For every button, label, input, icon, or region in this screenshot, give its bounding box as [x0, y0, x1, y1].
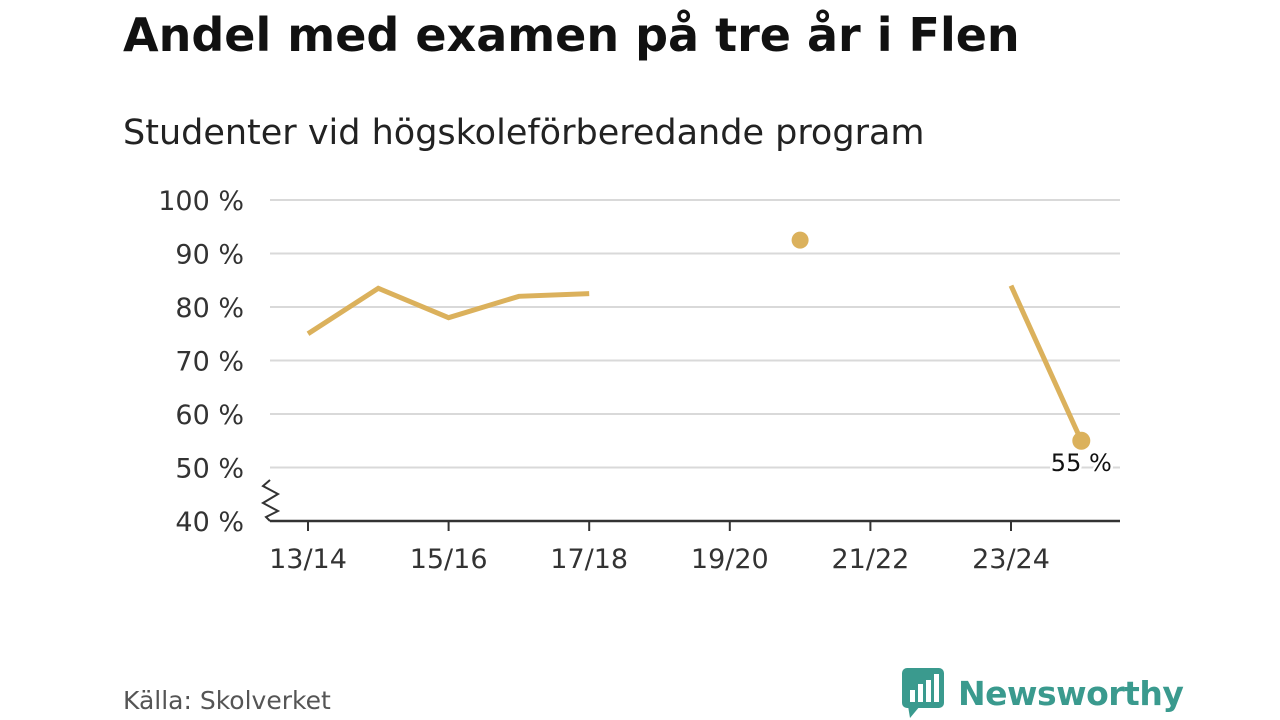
chart-subtitle: Studenter vid högskoleförberedande progr… [123, 113, 925, 153]
x-tick-label: 23/24 [972, 544, 1050, 575]
source-note: Källa: Skolverket [123, 686, 331, 715]
y-tick-label: 60 % [175, 400, 244, 431]
newsworthy-logo-icon [902, 668, 944, 718]
y-axis-break [260, 479, 281, 522]
series-line [306, 285, 590, 336]
y-tick-label: 70 % [175, 347, 244, 378]
x-tick-label: 13/14 [269, 544, 347, 575]
x-tick-label: 15/16 [410, 544, 488, 575]
x-tick-label: 19/20 [691, 544, 769, 575]
y-tick-label: 90 % [175, 240, 244, 271]
y-tick-label: 40 % [175, 507, 244, 538]
x-tick-label: 17/18 [550, 544, 628, 575]
y-tick-label: 50 % [175, 454, 244, 485]
data-label: 55 % [1051, 449, 1112, 477]
x-tick-label: 21/22 [831, 544, 909, 575]
series-line [1008, 284, 1084, 442]
last-data-point [1072, 431, 1091, 450]
newsworthy-brand[interactable]: Newsworthy [902, 668, 1184, 718]
y-tick-label: 100 % [158, 186, 244, 217]
y-tick-label: 80 % [175, 293, 244, 324]
chart-title: Andel med examen på tre år i Flen [123, 8, 1020, 62]
brand-name: Newsworthy [958, 673, 1184, 713]
data-point [791, 231, 809, 249]
